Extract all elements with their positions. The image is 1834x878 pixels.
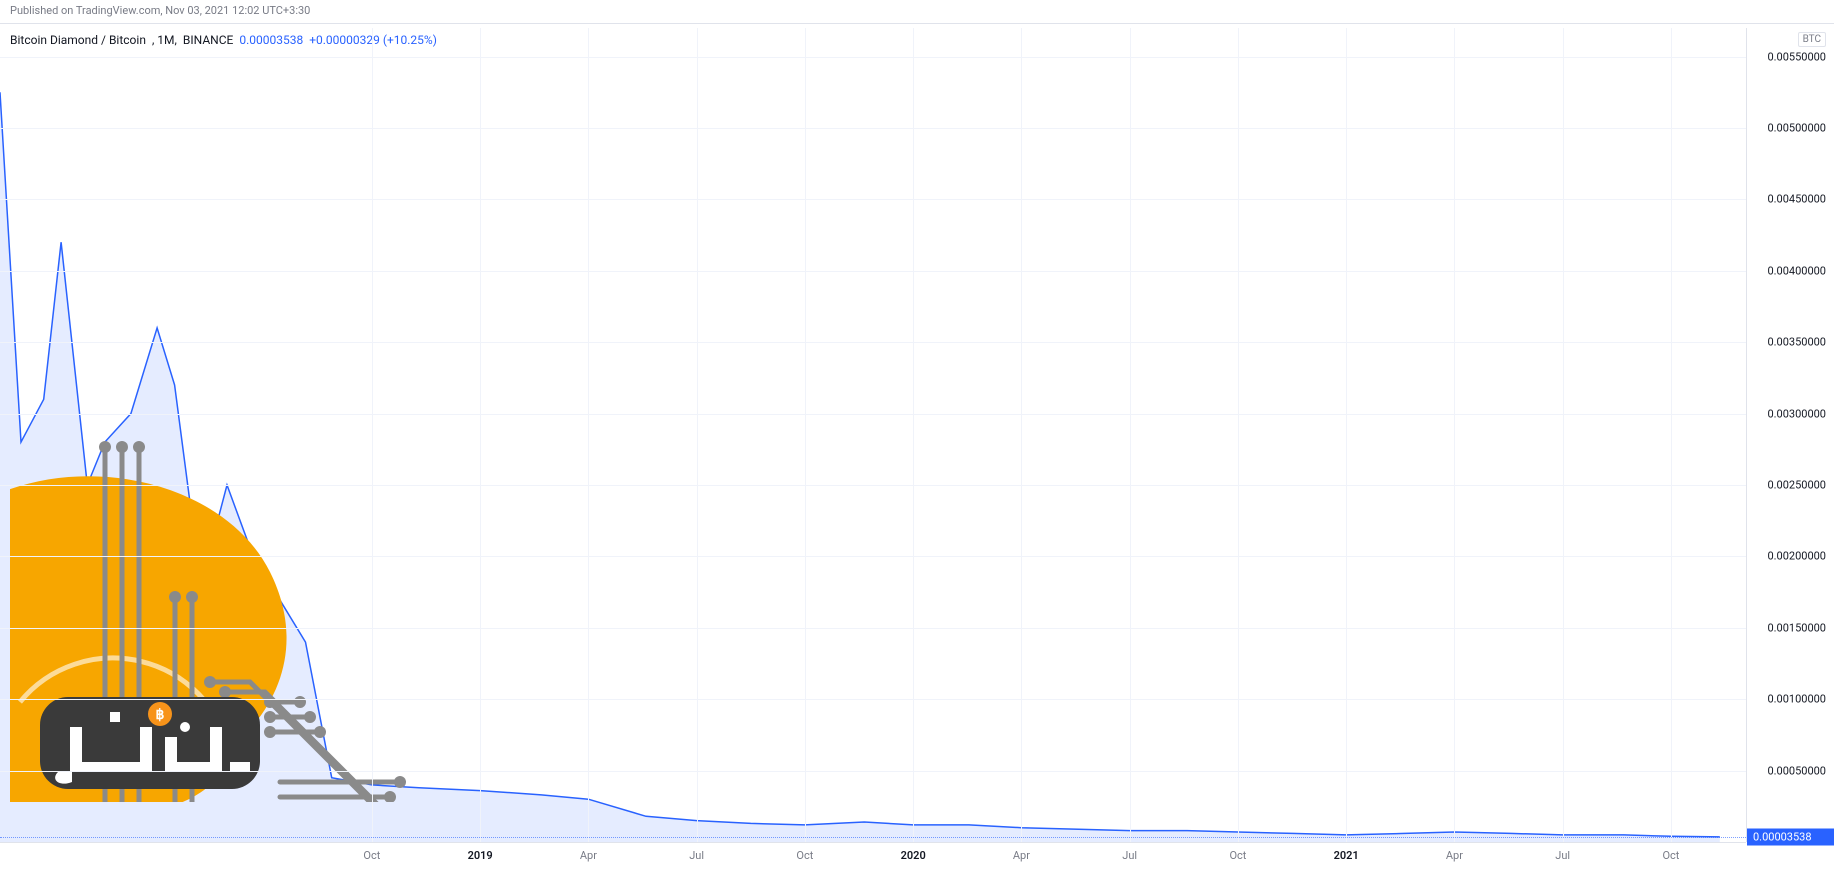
- y-tick-label: 0.00350000: [1767, 336, 1826, 349]
- y-tick-label: 0.00100000: [1767, 693, 1826, 706]
- x-tick-label: Apr: [580, 849, 597, 862]
- x-tick-label: Jul: [689, 849, 704, 862]
- current-price-tag: 0.00003538: [1747, 828, 1834, 845]
- chart-svg: [0, 28, 1746, 842]
- x-tick-label: Jul: [1555, 849, 1570, 862]
- y-axis[interactable]: BTC 0.00550000 0.00500000 0.00450000 0.0040…: [1746, 28, 1834, 842]
- chart-container: Bitcoin Diamond / Bitcoin , 1M, BINANCE …: [0, 28, 1834, 878]
- x-tick-label: Jul: [1122, 849, 1137, 862]
- x-tick-label: Oct: [1662, 849, 1679, 862]
- x-tick-label: Apr: [1446, 849, 1463, 862]
- y-tick-label: 0.00250000: [1767, 478, 1826, 491]
- published-text: Published on TradingView.com, Nov 03, 20…: [10, 4, 310, 17]
- chart-area-fill: [0, 92, 1720, 842]
- x-axis[interactable]: Oct 2019 Apr Jul Oct 2020 Apr Jul Oct 2021 Apr Jul O…: [0, 842, 1746, 878]
- y-tick-label: 0.00150000: [1767, 621, 1826, 634]
- x-tick-label: Oct: [1229, 849, 1246, 862]
- y-tick-label: 0.00500000: [1767, 121, 1826, 134]
- x-tick-label: Apr: [1013, 849, 1030, 862]
- y-tick-label: 0.00050000: [1767, 764, 1826, 777]
- y-tick-label: 0.00450000: [1767, 193, 1826, 206]
- y-tick-label: 0.00300000: [1767, 407, 1826, 420]
- y-tick-label: 0.00200000: [1767, 550, 1826, 563]
- y-tick-label: 0.00400000: [1767, 264, 1826, 277]
- y-tick-label: 0.00550000: [1767, 50, 1826, 63]
- publish-header: Published on TradingView.com, Nov 03, 20…: [0, 0, 1834, 24]
- current-price-line: [0, 837, 1746, 838]
- y-axis-unit: BTC: [1798, 32, 1826, 47]
- x-tick-label: Oct: [363, 849, 380, 862]
- x-tick-label: 2020: [901, 849, 926, 862]
- chart-plot-area[interactable]: ฿: [0, 28, 1746, 842]
- x-tick-label: 2019: [468, 849, 493, 862]
- x-tick-label: 2021: [1334, 849, 1359, 862]
- x-tick-label: Oct: [796, 849, 813, 862]
